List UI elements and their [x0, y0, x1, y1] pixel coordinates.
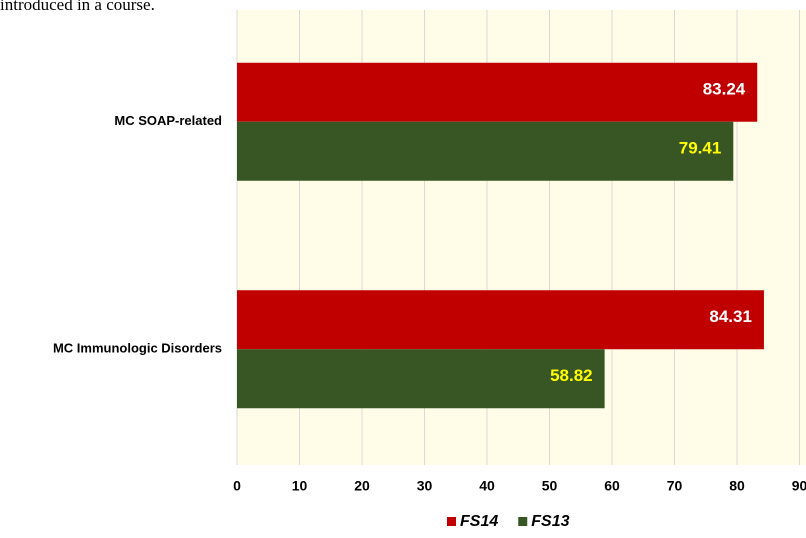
x-tick-label: 20 [354, 478, 370, 494]
legend-swatch [518, 517, 528, 526]
x-tick-label: 90 [792, 478, 806, 494]
caption: introduced in a course. [0, 0, 155, 14]
value-label: 58.82 [550, 366, 593, 385]
x-tick-label: 70 [667, 478, 683, 494]
legend-swatch [447, 517, 456, 526]
bar [237, 121, 734, 181]
x-tick-label: 30 [417, 478, 433, 494]
x-tick-label: 60 [604, 478, 620, 494]
legend-label: FS13 [531, 513, 569, 530]
value-label: 79.41 [679, 139, 722, 158]
x-tick-label: 10 [292, 478, 308, 494]
x-tick-label: 80 [729, 478, 745, 494]
x-tick-label: 0 [233, 478, 241, 494]
value-label: 84.31 [709, 307, 752, 326]
y-tick-label: MC Immunologic Disorders [53, 341, 222, 356]
x-tick-label: 40 [479, 478, 495, 494]
bar [237, 290, 764, 350]
legend-label: FS14 [460, 513, 498, 530]
bar [237, 349, 605, 409]
bar [237, 62, 758, 122]
y-tick-label: MC SOAP-related [114, 113, 222, 128]
value-label: 83.24 [703, 80, 746, 99]
x-tick-label: 50 [542, 478, 558, 494]
